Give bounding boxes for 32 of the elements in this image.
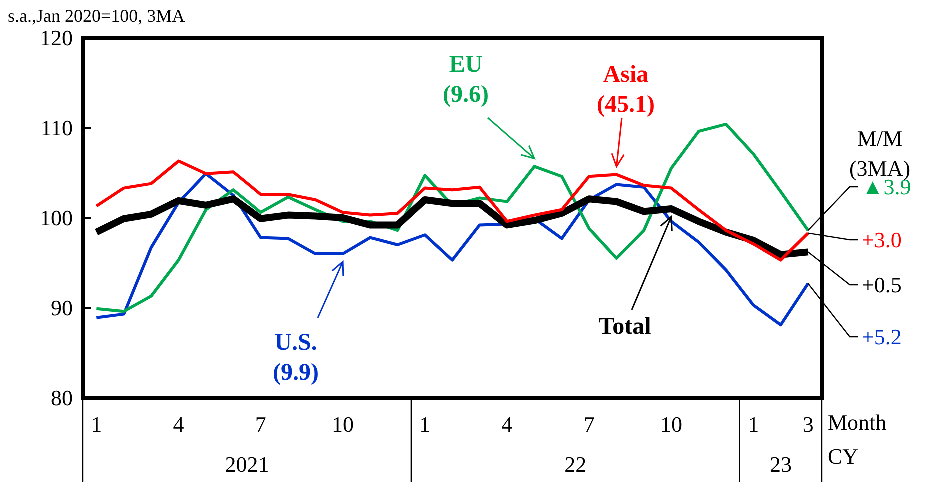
x-tick-label: 1 — [420, 412, 431, 437]
x-tick-label: 3 — [802, 412, 814, 437]
x-tick-label: 10 — [332, 412, 354, 437]
text: 22 — [564, 452, 587, 477]
annotation: (9.9) — [273, 360, 319, 386]
text: 23 — [770, 452, 792, 477]
y-tick-label: 120 — [40, 26, 73, 51]
x-tick-label: 4 — [502, 412, 513, 437]
x-tick-label: 1 — [748, 412, 760, 437]
y-tick-label: 80 — [51, 386, 73, 411]
annotation: (45.1) — [597, 92, 655, 118]
annotation: +5.2 — [862, 324, 902, 350]
x-tick-label: 10 — [660, 412, 682, 437]
text: 2021 — [225, 452, 270, 477]
y-tick-label: 90 — [51, 296, 73, 321]
x-tick-label: 4 — [173, 412, 184, 437]
annotation: +0.5 — [862, 272, 902, 298]
text: M/M — [857, 126, 903, 151]
x-tick-label: 7 — [584, 412, 595, 437]
text: Asia — [603, 62, 649, 88]
annotation: (9.6) — [443, 82, 489, 108]
text: CY — [828, 444, 859, 469]
y-tick-label: 100 — [40, 206, 73, 231]
text: Month — [828, 410, 887, 435]
y-tick-label: 110 — [40, 116, 73, 141]
annotation: +3.0 — [862, 228, 902, 253]
x-tick-label: 7 — [255, 412, 266, 437]
legend-label: U.S. — [274, 330, 318, 356]
text: Total — [598, 314, 652, 340]
x-tick-label: 1 — [91, 412, 102, 437]
text: EU — [449, 52, 483, 78]
y-axis-title: s.a.,Jan 2020=100, 3MA — [8, 6, 186, 26]
